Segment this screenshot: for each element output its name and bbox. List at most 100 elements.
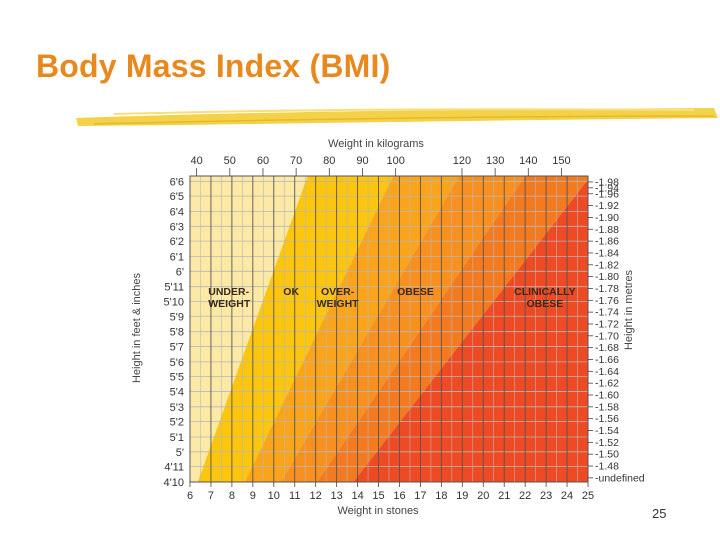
category-label-line: WEIGHT (317, 298, 360, 310)
x-top-axis-title: Weight in kilograms (328, 138, 424, 150)
y-left-tick-label: 5' (176, 447, 184, 459)
y-left-tick-label: 6' (176, 266, 184, 278)
category-label-text: OK (283, 286, 299, 298)
x-bottom-tick-label: 24 (561, 490, 573, 502)
category-label-line: OBESE (397, 286, 434, 298)
x-bottom-tick-label: 16 (393, 490, 405, 502)
y-right-tick-label: -1.66 (595, 354, 619, 366)
title-underline-decoration (76, 108, 718, 126)
y-right-axis-title: Height in metres (623, 269, 635, 350)
y-left-tick-label: 6'4 (170, 207, 184, 219)
x-top-tick-label: 150 (552, 155, 570, 167)
category-label-line: OVER- (321, 286, 355, 298)
bmi-band-area (190, 176, 588, 482)
band-group (190, 176, 588, 482)
y-left-tick-label: 6'3 (170, 221, 184, 233)
bmi-band-1 (197, 176, 394, 482)
y-right-tick-label: -1.98 (595, 176, 619, 188)
x-top-tick-label: 100 (386, 155, 404, 167)
y-left-tick-label: 5'5 (170, 372, 184, 384)
chart-grid (189, 175, 589, 483)
category-label-text: CLINICALLY OBESE (514, 286, 575, 310)
y-right-tick-label: -1.94 (595, 182, 619, 194)
y-left-tick-label: 5'3 (170, 402, 184, 414)
category-label-text: UNDER-WEIGHT (208, 286, 251, 310)
x-top-tick-label: 80 (323, 155, 335, 167)
slide-title: Body Mass Index (BMI) (36, 48, 391, 84)
x-bottom-tick-label: 13 (331, 490, 343, 502)
plot-frame (189, 175, 589, 483)
x-bottom-axis-title: Weight in stones (337, 505, 419, 517)
x-top-tick-label: 60 (257, 155, 269, 167)
category-label-text: OBESE (397, 286, 434, 298)
y-left-tick-label: 5'1 (170, 432, 184, 444)
x-bottom-tick-label: 18 (435, 490, 447, 502)
category-label-1: OK (283, 286, 299, 298)
y-left-tick-label: 5'4 (170, 386, 184, 398)
y-right-tick-label: -1.64 (595, 366, 619, 378)
x-bottom-tick-label: 15 (372, 490, 384, 502)
x-bottom-tick-label: 19 (456, 490, 468, 502)
x-bottom-tick-label: 25 (582, 490, 594, 502)
y-right-tick-label: -1.88 (595, 224, 619, 236)
x-top-tick-label: 40 (191, 155, 203, 167)
y-left-tick-label: 5'2 (170, 417, 184, 429)
x-top-tick-label: 120 (453, 155, 471, 167)
y-left-tick-label: 5'7 (170, 341, 184, 353)
chart-axes: Weight in kilograms Weight in stones Hei… (131, 138, 645, 517)
x-bottom-tick-label: 14 (351, 490, 363, 502)
x-top-tick-label: 70 (290, 155, 302, 167)
x-bottom-tick-label: 11 (289, 490, 300, 502)
category-label-line: CLINICALLY (514, 286, 575, 298)
category-label-line: WEIGHT (208, 298, 251, 310)
y-left-tick-label: 5'10 (164, 296, 184, 308)
x-bottom-tick-label: 23 (540, 490, 552, 502)
x-top-tick-label: 130 (486, 155, 504, 167)
bmi-band-0 (190, 176, 308, 482)
page-number: 25 (652, 506, 667, 521)
y-left-tick-label: 6'5 (170, 191, 184, 203)
y-right-tick-label: -1.48 (595, 461, 619, 473)
y-right-tick-label: -1.96 (595, 188, 619, 200)
y-right-tick-label: -1.62 (595, 378, 619, 390)
x-bottom-tick-label: 22 (519, 490, 531, 502)
category-label-0: UNDER-WEIGHT (208, 286, 251, 310)
y-right-tick-label: -1.74 (595, 307, 619, 319)
x-bottom-tick-label: 12 (310, 490, 322, 502)
y-left-tick-label: 5'11 (164, 282, 184, 294)
y-right-tick-label: -1.50 (595, 449, 619, 461)
y-left-tick-label: 6'6 (170, 176, 184, 188)
x-top-tick-label: 140 (519, 155, 537, 167)
y-right-tick-label: -1.52 (595, 437, 619, 449)
y-right-tick-label: -undefined (595, 472, 645, 484)
x-bottom-tick-label: 6 (187, 490, 193, 502)
x-bottom-tick-label: 7 (208, 490, 214, 502)
y-right-tick-label: -1.92 (595, 200, 619, 212)
x-bottom-tick-label: 20 (477, 490, 489, 502)
y-right-tick-label: -1.90 (595, 212, 619, 224)
y-left-tick-label: 5'6 (170, 357, 184, 369)
y-right-tick-label: -1.70 (595, 330, 619, 342)
y-right-tick-label: -1.82 (595, 259, 619, 271)
y-left-tick-label: 5'8 (170, 327, 184, 339)
x-bottom-tick-label: 21 (498, 490, 510, 502)
y-right-tick-label: -1.80 (595, 271, 619, 283)
y-right-tick-label: -1.54 (595, 425, 619, 437)
y-right-tick-label: -1.58 (595, 401, 619, 413)
x-bottom-tick-label: 9 (250, 490, 256, 502)
y-right-tick-label: -1.78 (595, 283, 619, 295)
x-bottom-tick-label: 8 (229, 490, 235, 502)
y-left-tick-label: 4'10 (164, 477, 184, 489)
bmi-band-2 (244, 176, 460, 482)
y-right-tick-label: -1.72 (595, 318, 619, 330)
x-bottom-tick-label: 10 (268, 490, 280, 502)
x-top-tick-label: 90 (356, 155, 368, 167)
y-right-tick-label: -1.84 (595, 247, 619, 259)
y-right-tick-label: -1.68 (595, 342, 619, 354)
y-right-tick-label: -1.60 (595, 389, 619, 401)
y-right-tick-label: -1.56 (595, 413, 619, 425)
bmi-band-5 (353, 179, 588, 482)
category-label-line: OBESE (527, 298, 564, 310)
